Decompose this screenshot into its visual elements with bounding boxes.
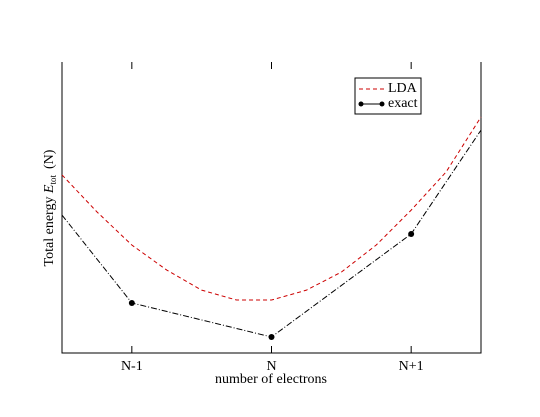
y-label-suffix: (N) — [42, 149, 57, 169]
legend-marker — [358, 101, 364, 107]
point — [408, 230, 415, 237]
y-label-text: Total energy — [42, 197, 57, 267]
x-tick-label: N-1 — [121, 359, 143, 374]
point — [268, 333, 275, 340]
point — [128, 299, 135, 306]
legend-box — [354, 77, 422, 115]
legend-marker — [379, 101, 385, 107]
line-exact — [61, 129, 482, 338]
y-label-symbol: E — [42, 184, 57, 194]
x-axis-label: number of electrons — [215, 372, 327, 387]
line-lda — [61, 116, 482, 301]
y-axis-label: Total energy Etot (N) — [42, 149, 58, 266]
legend-label: LDA — [388, 81, 418, 96]
x-tick-label: N — [266, 359, 276, 374]
x-tick-label: N+1 — [399, 359, 424, 374]
legend-label: exact — [388, 96, 418, 111]
y-label-subscript: tot — [48, 174, 58, 184]
